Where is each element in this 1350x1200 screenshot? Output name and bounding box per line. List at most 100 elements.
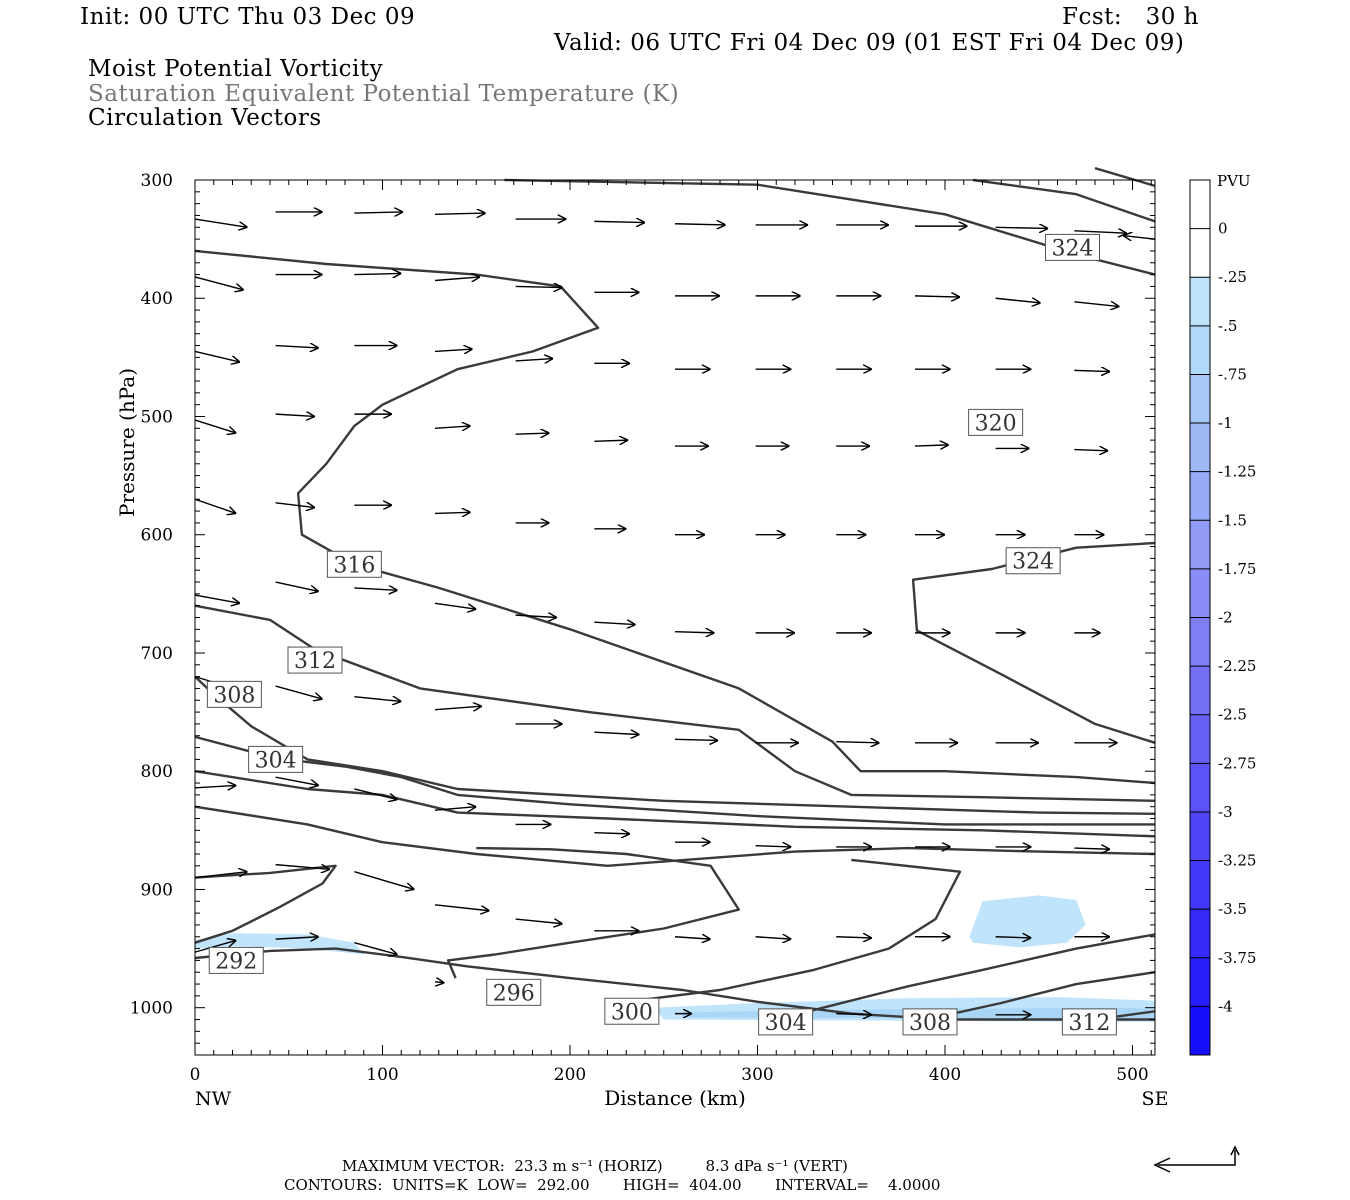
contour-label-text: 296 — [493, 981, 535, 1006]
contour-label-box — [287, 646, 343, 674]
y-tick-label: 900 — [141, 880, 173, 900]
circulation-vector — [515, 286, 563, 287]
contour-label-text: 320 — [975, 411, 1017, 436]
x-tick-label: 300 — [741, 1065, 773, 1085]
circulation-vector — [1074, 301, 1119, 307]
contour-label-box — [902, 1008, 958, 1036]
colorbar-label: -2.25 — [1218, 657, 1256, 675]
colorbar-label: -1.25 — [1218, 463, 1256, 481]
circulation-vector — [434, 706, 482, 710]
y-tick-label: 800 — [141, 762, 173, 782]
circulation-vector — [836, 742, 879, 743]
colorbar-segment — [1190, 714, 1210, 764]
circulation-vector — [275, 863, 330, 870]
colorbar-segment — [1190, 471, 1210, 521]
circulation-vector — [594, 440, 628, 441]
reference-vector-icon — [1153, 1145, 1240, 1173]
pv-shading-layer — [195, 895, 1155, 1022]
theta-e-contour-8 — [194, 947, 1155, 1021]
circulation-vector — [515, 918, 563, 924]
colorbar-label: -.25 — [1218, 268, 1247, 286]
circulation-vector — [1074, 231, 1127, 233]
colorbar-segment — [1190, 860, 1210, 910]
colorbar-label: -3 — [1218, 803, 1233, 821]
forecast-hour: Fcst: 30 h — [1062, 4, 1199, 30]
colorbar-segment — [1190, 180, 1210, 230]
colorbar-label: 0 — [1218, 220, 1228, 238]
contour-label-text: 304 — [765, 1011, 807, 1036]
y-tick-label: 400 — [141, 289, 173, 309]
colorbar-segment — [1190, 374, 1210, 424]
contour-label-text: 324 — [1012, 550, 1054, 575]
contour-label-text: 312 — [294, 649, 336, 674]
colorbar-segment — [1190, 228, 1210, 278]
colorbar-segment — [1190, 277, 1210, 327]
colorbar-segment — [1190, 325, 1210, 375]
theta-e-contour-13 — [926, 971, 1156, 1021]
contour-label-box — [604, 997, 660, 1025]
colorbar-segment — [1190, 666, 1210, 716]
circulation-vector — [194, 872, 248, 879]
circulation-vector — [194, 276, 244, 290]
colorbar-segment — [1190, 617, 1210, 667]
contour-info-note: CONTOURS: UNITS=K LOW= 292.00 HIGH= 404.… — [284, 1176, 941, 1194]
theta-e-contour-10 — [446, 846, 740, 979]
circulation-vector — [914, 445, 949, 446]
contour-label: 300 — [604, 997, 660, 1025]
circulation-vector — [594, 833, 630, 834]
contour-label: 312 — [287, 646, 343, 674]
x-tick-label: 200 — [554, 1065, 586, 1085]
colorbar-segment — [1190, 957, 1210, 1007]
contour-label-text: 300 — [611, 1000, 653, 1025]
colorbar-label: -2.5 — [1218, 706, 1247, 724]
colorbar-segment — [1190, 568, 1210, 618]
y-tick-label: 700 — [141, 644, 173, 664]
contour-label: 308 — [206, 680, 262, 708]
contour-label-text: 324 — [1052, 236, 1094, 261]
contour-label: 316 — [326, 550, 382, 578]
y-tick-label: 600 — [141, 526, 173, 546]
circulation-vector — [515, 433, 550, 434]
theta-e-contour-6 — [194, 770, 1156, 838]
y-tick-label: 1000 — [130, 999, 173, 1019]
circulation-vector — [354, 273, 401, 274]
contour-label-box — [1045, 233, 1100, 261]
contour-label: 320 — [968, 408, 1024, 436]
circulation-vector — [275, 685, 323, 699]
circulation-vector — [434, 426, 471, 428]
circulation-vector — [836, 937, 872, 938]
x-endpoint-left: NW — [195, 1088, 232, 1110]
theta-e-contour-16 — [1094, 167, 1156, 188]
circulation-vector — [995, 297, 1041, 303]
contour-label: 324 — [1045, 233, 1100, 261]
circulation-vector — [674, 937, 711, 939]
colorbar-segment — [1190, 423, 1210, 473]
contour-label: 304 — [758, 1008, 814, 1036]
contour-label-text: 304 — [255, 748, 297, 773]
contour-label-box — [206, 680, 262, 708]
theta-e-contour-layer — [194, 167, 1156, 1021]
contour-label-text: 312 — [1068, 1011, 1110, 1036]
field-title-thetae: Saturation Equivalent Potential Temperat… — [88, 81, 680, 107]
circulation-vector — [275, 503, 315, 508]
circulation-vector — [194, 498, 236, 513]
circulation-vector — [194, 218, 248, 227]
contour-label-text: 308 — [213, 683, 255, 708]
circulation-vector-layer — [194, 212, 1156, 1015]
circulation-vector — [275, 581, 319, 591]
circulation-vector — [434, 602, 476, 609]
contour-label-box — [1005, 547, 1061, 575]
circulation-vector — [194, 594, 240, 603]
theta-e-contour-4 — [194, 675, 1156, 815]
colorbar-segment — [1190, 763, 1210, 813]
y-axis-label: Pressure (hPa) — [115, 368, 139, 517]
colorbar-label: -.5 — [1218, 317, 1237, 335]
contour-label-text: 308 — [909, 1011, 951, 1036]
circulation-vector — [434, 512, 471, 513]
theta-e-contour-12 — [776, 933, 1156, 1021]
colorbar-title: PVU — [1217, 172, 1251, 190]
circulation-vector — [354, 212, 403, 213]
x-tick-label: 0 — [190, 1065, 201, 1085]
circulation-vector — [275, 414, 315, 416]
field-title-vectors: Circulation Vectors — [88, 105, 322, 131]
